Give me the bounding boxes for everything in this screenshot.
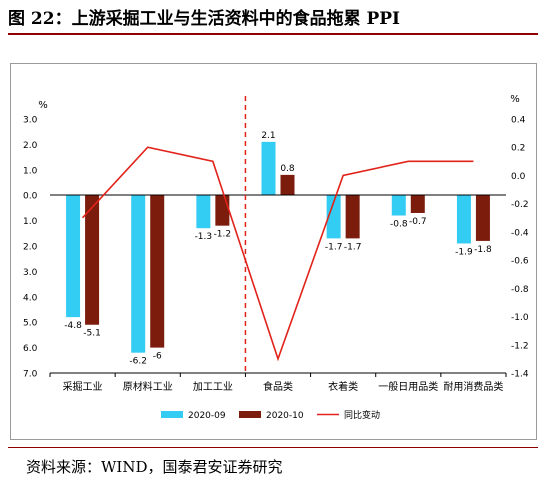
bar-2020-10-衣着类 [345,195,360,239]
bar-2020-09-原材料工业 [131,195,146,353]
bar-2020-10-耐用消费品类 [475,195,490,241]
right-tick-label: 0.2 [511,144,525,154]
left-tick-label: 6.0 [23,344,38,354]
category-labels: 采掘工业 原材料工业 加工工业 食品类 衣着类 一般日用品类 耐用消费品类 [63,380,504,393]
bar-value-label: -1.2 [214,230,232,240]
left-tick-label: 1.0 [23,166,38,176]
bar-value-label: -0.7 [409,217,427,227]
chart-title: 图 22：上游采掘工业与生活资料中的食品拖累 PPI [8,9,401,29]
chart-svg: 3.0 2.0 1.0 0.0 1.0 2.0 3.0 4.0 5.0 6.0 7.0 0.4 0.2… [23,94,529,421]
left-tick-label: 5.0 [23,319,38,329]
right-tick-labels: 0.4 0.2 0.0 -0.2 -0.4 -0.6 -0.8 -1.0 -1.2 -1.4 [511,116,529,380]
right-tick-label: 0.0 [511,172,526,182]
left-tick-labels: 3.0 2.0 1.0 0.0 1.0 2.0 3.0 4.0 5.0 6.0 7.0 [23,116,38,380]
bar-value-label: -1.7 [344,242,362,252]
bar-value-label: -5.1 [83,329,101,339]
bar-value-label: -6.2 [129,357,147,367]
bar-2020-09-采掘工业 [66,195,81,318]
category-label: 食品类 [263,380,293,393]
bar-value-label: 2.1 [261,131,275,141]
left-tick-label: 3.0 [23,116,38,126]
bar-2020-09-食品类 [261,141,276,196]
right-unit-label: % [510,94,520,105]
right-tick-label: -0.2 [511,200,529,210]
left-tick-label: 2.0 [23,243,38,253]
series-line-yoy-change [81,146,474,362]
bar-2020-09-加工工业 [196,195,211,229]
bar-value-label: -1.9 [455,247,473,257]
category-label: 加工工业 [193,381,233,393]
chart-frame: 3.0 2.0 1.0 0.0 1.0 2.0 3.0 4.0 5.0 6.0 7.0 0.4 0.2… [10,63,537,440]
legend: 2020-09 2020-10 同比变动 [161,409,380,421]
bar-value-label: -6 [153,352,162,362]
legend-label: 2020-10 [266,411,304,421]
left-tick-label: 3.0 [23,268,38,278]
bar-2020-10-一般日用品类 [410,195,425,213]
bar-value-label: -1.3 [195,232,213,242]
left-tick-label: 4.0 [23,293,38,303]
bar-value-label: -1.8 [474,245,492,255]
bar-value-labels: -4.8 -6.2 -1.3 2.1 -1.7 -0.8 -1.9 -5.1 -6 -1.2 0.8… [64,131,492,367]
right-tick-label: 0.4 [511,116,526,126]
legend-label: 2020-09 [188,411,226,421]
category-label: 耐用消费品类 [443,380,503,393]
right-tick-label: -0.6 [511,257,529,267]
legend-swatch [239,411,261,418]
right-tick-label: -0.4 [511,228,529,238]
right-tick-label: -0.8 [511,285,529,295]
category-label: 一般日用品类 [378,380,438,393]
bars [66,141,490,353]
bar-value-label: -4.8 [64,321,82,331]
bar-2020-10-加工工业 [215,195,230,226]
right-tick-label: -1.0 [511,313,529,323]
left-tick-label: 0.0 [23,192,38,202]
category-label: 衣着类 [328,380,358,393]
x-axis-ticks [49,373,507,377]
left-unit-label: % [38,100,48,111]
right-tick-label: -1.4 [511,370,529,380]
bar-2020-10-采掘工业 [85,195,100,325]
category-label: 采掘工业 [63,380,103,393]
title-rule [8,33,538,35]
bar-2020-09-一般日用品类 [391,195,406,216]
bar-2020-10-原材料工业 [150,195,165,348]
bar-2020-10-食品类 [280,174,295,196]
right-tick-label: -1.2 [511,341,529,351]
legend-swatch [161,411,183,418]
left-tick-label: 1.0 [23,217,38,227]
bar-2020-09-耐用消费品类 [456,195,471,244]
bar-value-label: -0.8 [390,220,408,230]
legend-label: 同比变动 [344,409,380,421]
source-rule [8,447,538,448]
source-note: 资料来源：WIND，国泰君安证券研究 [26,458,283,476]
category-label: 原材料工业 [123,380,173,393]
left-tick-label: 7.0 [23,370,38,380]
bar-value-label: -1.7 [325,242,343,252]
bar-2020-09-衣着类 [326,195,341,239]
bar-value-label: 0.8 [280,164,295,174]
left-tick-label: 2.0 [23,141,38,151]
